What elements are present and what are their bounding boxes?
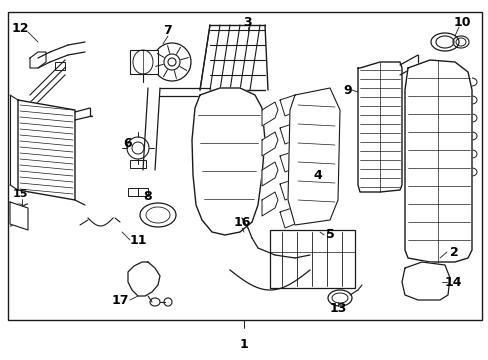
Polygon shape — [192, 88, 264, 235]
Text: 13: 13 — [328, 302, 346, 315]
Polygon shape — [10, 202, 28, 230]
Polygon shape — [30, 52, 46, 68]
Bar — [269, 230, 354, 288]
Polygon shape — [280, 179, 299, 200]
Text: 17: 17 — [111, 293, 128, 306]
Polygon shape — [280, 95, 299, 116]
Text: 4: 4 — [313, 168, 322, 181]
Text: 6: 6 — [123, 136, 132, 149]
Bar — [130, 160, 146, 168]
Text: 9: 9 — [343, 84, 351, 96]
Text: 15: 15 — [12, 189, 28, 199]
Text: 11: 11 — [129, 234, 146, 247]
Text: 2: 2 — [448, 246, 457, 258]
Polygon shape — [262, 162, 278, 186]
Text: 8: 8 — [143, 189, 152, 202]
Text: 1: 1 — [239, 338, 248, 351]
Text: 10: 10 — [452, 15, 470, 28]
Polygon shape — [128, 262, 160, 296]
Bar — [130, 50, 158, 74]
Text: 7: 7 — [163, 23, 172, 36]
Bar — [55, 62, 65, 70]
Text: 12: 12 — [11, 22, 29, 35]
Polygon shape — [280, 123, 299, 144]
Text: 16: 16 — [233, 216, 250, 229]
Polygon shape — [357, 62, 401, 192]
Bar — [8, 12, 481, 320]
Polygon shape — [280, 207, 299, 228]
Bar — [128, 188, 138, 196]
Text: 14: 14 — [443, 275, 461, 288]
Bar — [138, 188, 148, 196]
Polygon shape — [280, 151, 299, 172]
Polygon shape — [262, 102, 278, 126]
Text: 3: 3 — [243, 15, 252, 28]
Polygon shape — [401, 262, 449, 300]
Polygon shape — [287, 88, 339, 225]
Polygon shape — [404, 60, 471, 262]
Polygon shape — [262, 132, 278, 156]
Polygon shape — [18, 100, 75, 200]
Polygon shape — [262, 192, 278, 216]
Text: 5: 5 — [325, 229, 334, 242]
